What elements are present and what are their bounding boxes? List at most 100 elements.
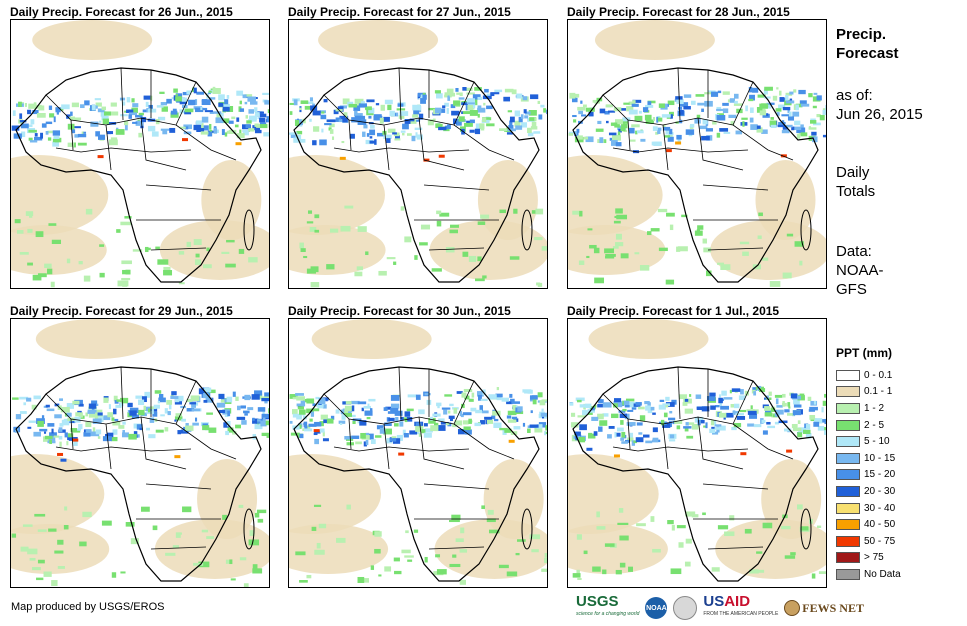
country-border	[70, 418, 74, 450]
legend-swatch	[836, 568, 860, 580]
legend-swatch	[836, 436, 860, 448]
madagascar-outline	[800, 209, 812, 251]
data-source-line3: GFS	[836, 281, 867, 298]
country-border	[333, 147, 470, 153]
country-border	[175, 423, 237, 460]
country-border	[145, 184, 212, 191]
fews-net-text: FEWS NET	[802, 600, 864, 615]
legend-item: 2 - 5	[836, 417, 962, 434]
legend-label: > 75	[864, 552, 884, 564]
country-border	[398, 67, 402, 121]
country-border	[707, 247, 764, 251]
forecast-map	[10, 318, 270, 588]
country-border	[697, 117, 744, 171]
map-panel-1: Daily Precip. Forecast for 26 Jun., 2015	[10, 5, 270, 289]
legend-swatch	[836, 519, 860, 531]
madagascar-outline	[243, 209, 255, 251]
country-border	[453, 124, 515, 161]
legend-swatch	[836, 452, 860, 464]
daily-label: Daily	[836, 164, 870, 181]
panel-title: Daily Precip. Forecast for 28 Jun., 2015	[567, 5, 790, 19]
country-border	[453, 81, 475, 126]
panel-title: Daily Precip. Forecast for 30 Jun., 2015	[288, 304, 511, 318]
africa-map-svg	[11, 319, 269, 587]
country-border	[55, 147, 192, 153]
legend-swatch	[836, 535, 860, 547]
legend-label: 50 - 75	[864, 535, 896, 547]
logo-bar: USGS science for a changing world NOAA U…	[576, 594, 864, 622]
legend-label: 0.1 - 1	[864, 386, 893, 398]
credit-text: Map produced by USGS/EROS	[11, 601, 165, 613]
africa-map-svg	[289, 20, 547, 288]
side-title: Precip. Forecast	[836, 25, 899, 63]
data-source-label: Data:	[836, 243, 872, 260]
legend-label: 30 - 40	[864, 502, 896, 514]
country-border	[453, 380, 475, 425]
country-border	[453, 423, 515, 460]
country-border	[732, 423, 794, 460]
country-border	[612, 147, 749, 153]
legend-swatch	[836, 469, 860, 481]
legend-label: 40 - 50	[864, 519, 896, 531]
country-border	[175, 380, 197, 425]
legend-swatch	[836, 386, 860, 398]
country-border	[732, 124, 794, 161]
country-border	[677, 67, 681, 121]
madagascar-outline	[800, 508, 812, 550]
country-border	[662, 124, 669, 171]
forecast-map	[567, 318, 827, 588]
legend-label: No Data	[864, 568, 901, 580]
country-border	[150, 546, 207, 550]
legend-swatch	[836, 502, 860, 514]
country-border	[702, 483, 769, 490]
madagascar-outline	[521, 209, 533, 251]
legend-item: 30 - 40	[836, 500, 962, 517]
legend-label: 5 - 10	[864, 436, 890, 448]
country-border	[120, 366, 124, 420]
legend-label: 10 - 15	[864, 452, 896, 464]
forecast-map	[288, 318, 548, 588]
legend-item: 50 - 75	[836, 533, 962, 550]
country-border	[707, 546, 764, 550]
noaa-logo: NOAA	[645, 597, 668, 619]
totals-label: Totals	[836, 183, 876, 200]
legend-item: 15 - 20	[836, 467, 962, 484]
country-border	[120, 67, 124, 121]
noaa-logo-text: NOAA	[646, 604, 667, 612]
country-border	[418, 416, 465, 470]
map-panel-6: Daily Precip. Forecast for 1 Jul., 2015	[567, 304, 827, 588]
panel-title: Daily Precip. Forecast for 29 Jun., 2015	[10, 304, 233, 318]
legend-label: 0 - 0.1	[864, 369, 893, 381]
forecast-map	[567, 19, 827, 289]
country-border	[662, 423, 669, 470]
legend-item: 0.1 - 1	[836, 384, 962, 401]
usaid-logo: USAID FROM THE AMERICAN PEOPLE	[703, 594, 778, 621]
africa-map-svg	[289, 319, 547, 585]
country-border	[175, 81, 197, 126]
country-border	[428, 247, 485, 251]
country-border	[383, 124, 390, 171]
forecast-map	[288, 19, 548, 289]
legend-title: PPT (mm)	[836, 346, 893, 360]
legend-label: 20 - 30	[864, 485, 896, 497]
country-border	[333, 446, 470, 452]
country-border	[150, 247, 207, 251]
as-of-date: as of: Jun 26, 2015	[836, 86, 923, 124]
as-of-label: as of:	[836, 87, 873, 104]
map-panel-2: Daily Precip. Forecast for 27 Jun., 2015	[288, 5, 548, 289]
country-border	[697, 416, 744, 470]
country-border	[627, 119, 631, 151]
country-border	[423, 483, 490, 490]
side-title-line2: Forecast	[836, 45, 899, 62]
forecast-map	[10, 19, 270, 289]
africa-map-svg	[568, 20, 826, 287]
legend-item: > 75	[836, 550, 962, 567]
country-border	[105, 124, 112, 171]
africa-map-svg	[11, 20, 269, 288]
state-seal-logo	[673, 596, 698, 620]
country-border	[348, 119, 352, 151]
map-panel-4: Daily Precip. Forecast for 29 Jun., 2015	[10, 304, 270, 588]
legend-label: 15 - 20	[864, 469, 896, 481]
legend-item: 0 - 0.1	[836, 367, 962, 384]
legend-swatch	[836, 369, 860, 381]
